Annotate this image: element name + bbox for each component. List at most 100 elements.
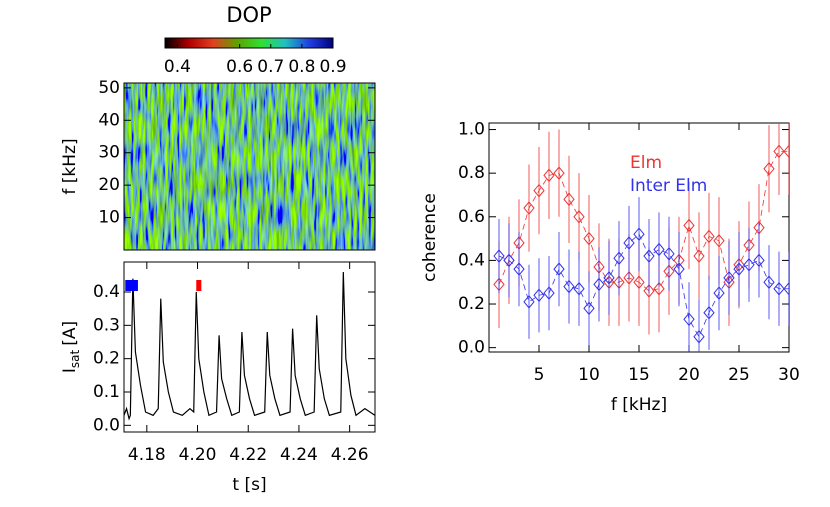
x-tick-label: 10 (578, 365, 600, 385)
y-tick-label: 30 (98, 143, 120, 163)
colorbar-tick-label: 0.9 (319, 57, 346, 77)
diamond-marker (693, 249, 705, 263)
diamond-marker (613, 251, 625, 266)
diamond-marker (743, 257, 755, 272)
x-tick-label: 20 (678, 365, 700, 385)
y-tick-label: 0.4 (458, 250, 485, 270)
diamond-marker (573, 209, 585, 224)
diamond-marker (713, 286, 725, 300)
y-tick-label: 0.0 (93, 415, 120, 435)
colorbar-tick-label: 0.8 (288, 57, 315, 77)
diamond-marker (553, 166, 565, 180)
colorbar-tick-label: 0.7 (257, 57, 284, 77)
diamond-marker (773, 281, 785, 296)
x-tick-label: 25 (728, 365, 750, 385)
diamond-marker (493, 249, 505, 263)
diamond-marker (763, 162, 775, 176)
y-tick-label: 20 (98, 175, 120, 195)
diamond-marker (623, 236, 635, 250)
plot-frame (123, 261, 376, 433)
diamond-marker (653, 281, 665, 296)
colorbar (164, 37, 334, 49)
x-tick-label: 15 (628, 365, 650, 385)
colorbar-title: DOP (226, 3, 271, 27)
diamond-marker (593, 277, 605, 292)
y-axis-label-unit: [A] (60, 321, 80, 346)
y-axis-label: Isat [A] (60, 321, 82, 373)
diamond-marker (703, 305, 715, 320)
diamond-marker (503, 253, 515, 268)
y-tick-label: 1.0 (458, 120, 485, 140)
y-tick-label: 0.1 (93, 382, 120, 402)
diamond-marker (783, 144, 789, 159)
diamond-marker (643, 284, 655, 298)
y-tick-label: 0.2 (458, 294, 485, 314)
diamond-marker (753, 253, 765, 268)
diamond-marker (673, 262, 685, 276)
diamond-marker (653, 242, 665, 257)
diamond-marker (773, 144, 785, 159)
y-tick-label: 0.3 (93, 315, 120, 335)
diamond-marker (563, 192, 575, 207)
spectrogram-image (124, 83, 375, 250)
colorbar-tick-label: 0.6 (226, 57, 253, 77)
y-axis-label-sub: sat (68, 349, 82, 368)
series-line (498, 233, 789, 338)
diamond-marker (513, 262, 525, 276)
x-axis-label: t [s] (232, 475, 266, 495)
diamond-marker (573, 281, 585, 296)
diamond-marker (583, 231, 595, 246)
diamond-marker (763, 275, 775, 289)
diamond-marker (713, 233, 725, 248)
diamond-marker (623, 271, 635, 285)
y-tick-label: 50 (98, 78, 120, 98)
diamond-marker (543, 286, 555, 300)
x-tick-label: 4.20 (179, 445, 217, 465)
x-axis-label: f [kHz] (611, 395, 667, 415)
plot-area (493, 123, 789, 352)
diamond-marker (553, 262, 565, 276)
y-tick-label: 0.4 (93, 282, 120, 302)
diamond-marker (683, 218, 695, 233)
x-tick-label: 4.18 (128, 445, 166, 465)
time-window (196, 280, 202, 291)
diamond-marker (583, 301, 595, 316)
y-tick-label: 40 (98, 110, 120, 130)
diamond-marker (533, 288, 545, 303)
diamond-marker (633, 227, 645, 242)
diamond-marker (533, 183, 545, 198)
x-tick-label: 4.22 (229, 445, 267, 465)
diamond-marker (723, 271, 735, 285)
y-tick-label: 0.8 (458, 163, 485, 183)
diamond-marker (703, 229, 715, 244)
diamond-marker (543, 168, 555, 183)
diamond-marker (563, 279, 575, 294)
plot-frame (123, 82, 376, 251)
y-tick-label: 0.2 (93, 349, 120, 369)
y-tick-label: 0.6 (458, 207, 485, 227)
diamond-marker (693, 329, 705, 344)
diamond-marker (523, 201, 535, 215)
y-axis-label: f [kHz] (60, 138, 80, 194)
legend-label: Elm (630, 153, 662, 173)
signal-line (123, 271, 376, 421)
diamond-marker (733, 262, 745, 276)
y-axis-label: coherence (420, 193, 440, 282)
legend-label: Inter Elm (630, 176, 707, 196)
x-tick-label: 5 (534, 365, 545, 385)
time-window (125, 280, 138, 291)
x-tick-label: 4.24 (280, 445, 318, 465)
x-tick-label: 4.26 (331, 445, 369, 465)
diamond-marker (633, 275, 645, 289)
diamond-marker (663, 247, 675, 261)
y-tick-label: 0.0 (458, 338, 485, 358)
y-axis-label-main: I (60, 368, 80, 373)
x-tick-label: 30 (778, 365, 800, 385)
y-tick-label: 10 (98, 208, 120, 228)
colorbar-tick-label: 0.4 (164, 57, 191, 77)
diamond-marker (643, 249, 655, 263)
diamond-marker (523, 295, 535, 309)
diamond-marker (783, 281, 789, 296)
